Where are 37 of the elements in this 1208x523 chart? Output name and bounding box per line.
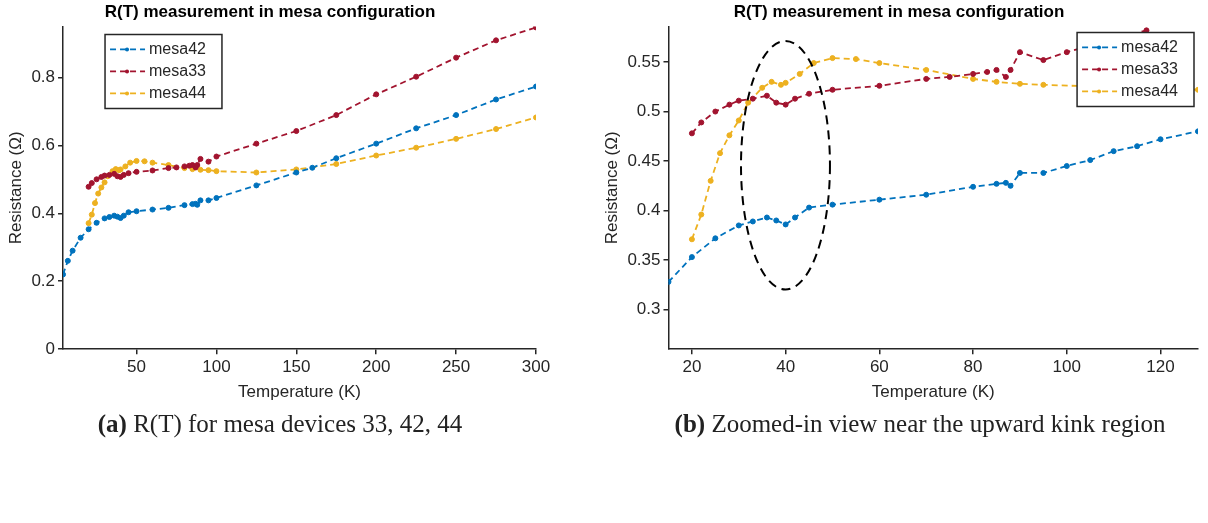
y-tick-label: 0.6 <box>31 135 56 155</box>
text: (b) Zoomed-in view near the upward kink region <box>673 409 1167 440</box>
x-tick-label: 300 <box>521 357 551 377</box>
x-tick-label: 40 <box>776 357 796 377</box>
chart-title: R(T) measurement in mesa configuration <box>733 1 1065 21</box>
y-tick-label: 0.3 <box>636 299 661 319</box>
y-axis-title: Resistance (Ω) <box>601 131 621 245</box>
y-tick-label: 0.55 <box>627 51 661 71</box>
y-tick-label: 0.4 <box>636 200 661 220</box>
chart-title: R(T) measurement in mesa configuration <box>104 1 436 21</box>
x-tick-label: 50 <box>127 357 146 377</box>
x-tick-label: 200 <box>362 357 391 377</box>
legend-label: mesa42 <box>149 39 207 57</box>
legend-label: mesa33 <box>149 61 207 79</box>
y-tick-label: 0 <box>45 338 56 358</box>
y-tick-label: 0.4 <box>31 202 56 222</box>
x-tick-label: 100 <box>1052 357 1081 377</box>
x-axis-title: Temperature (K) <box>871 382 995 402</box>
x-tick-label: 80 <box>963 357 983 377</box>
legend-label: mesa44 <box>1121 81 1179 99</box>
y-tick-label: 0.35 <box>627 249 661 269</box>
y-tick-label: 0.5 <box>636 101 661 121</box>
x-tick-label: 100 <box>202 357 231 377</box>
x-tick-label: 150 <box>282 357 311 377</box>
y-tick-label: 0.2 <box>31 270 56 290</box>
y-tick-label: 0.8 <box>31 67 56 87</box>
legend-label: mesa42 <box>1121 37 1179 55</box>
x-axis-title: Temperature (K) <box>238 382 361 402</box>
y-tick-label: 0.45 <box>627 150 661 170</box>
legend-label: mesa33 <box>1121 59 1179 77</box>
text: (a) R(T) for mesa devices 33, 42, 44 <box>96 409 464 440</box>
x-tick-label: 250 <box>441 357 471 377</box>
x-tick-label: 60 <box>869 357 889 377</box>
x-tick-label: 120 <box>1146 357 1175 377</box>
legend-label: mesa44 <box>149 83 207 101</box>
y-axis-title: Resistance (Ω) <box>5 131 25 245</box>
x-tick-label: 20 <box>682 357 702 377</box>
